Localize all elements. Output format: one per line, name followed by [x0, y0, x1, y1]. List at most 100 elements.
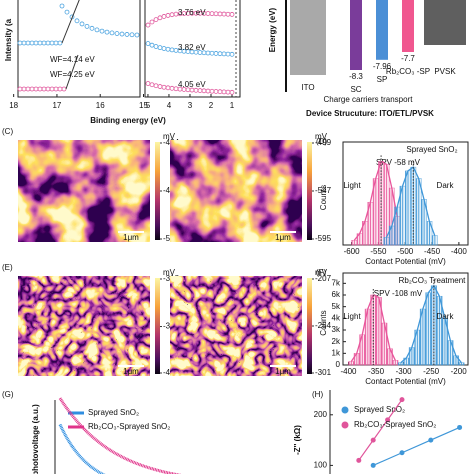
decay-curve — [58, 397, 182, 474]
y-axis-label: photovoltage (a.u.) — [31, 404, 40, 474]
legend-label: Rb₂CO₃-Sprayed SnO₂ — [354, 420, 436, 429]
layer-block — [290, 0, 326, 75]
kpfm-map — [18, 276, 150, 376]
y-tick-label: 200 — [314, 410, 328, 419]
bar — [383, 237, 390, 246]
y-tick-label: 7k — [332, 278, 341, 287]
bar — [415, 178, 422, 246]
fit-curve — [353, 160, 398, 241]
colorbar-tick-label: -301 — [315, 368, 332, 377]
panel-label: (D) — [316, 137, 327, 146]
layer-label: PVSK — [434, 67, 456, 76]
edge-fit — [61, 0, 80, 44]
spectrum-point — [153, 17, 159, 23]
annotation: 3.76 eV — [178, 8, 206, 17]
spectrum-point — [145, 22, 151, 28]
layer-label: SC — [350, 85, 361, 94]
energy-band — [402, 0, 414, 52]
bar — [397, 362, 404, 366]
edge-fit — [65, 54, 79, 90]
colorbar-tick-label: -547 — [315, 186, 332, 195]
y-tick-label: 2k — [332, 337, 341, 346]
chart-title: Sprayed SnO₂ — [406, 145, 457, 154]
x-tick-label: -250 — [423, 367, 440, 376]
y-tick-label: 0 — [336, 360, 341, 369]
legend-label: Rb₂CO₃-Sprayed SnO₂ — [88, 422, 170, 431]
y-tick-label: 5k — [332, 302, 341, 311]
x-tick-label: -300 — [396, 367, 413, 376]
spectrum-point — [89, 25, 95, 31]
y-axis-label: Intensity (a — [4, 18, 13, 61]
y-axis-label: Counts — [319, 310, 328, 335]
spectrum-point — [229, 12, 235, 17]
bar — [458, 362, 465, 366]
x-tick-label: 16 — [96, 101, 105, 110]
colorbar-tick-label: -254 — [315, 321, 332, 330]
x-tick-label: 18 — [9, 101, 18, 110]
y-axis-label: -Z'' (kΩ) — [293, 425, 302, 455]
panel-label: (C) — [2, 127, 13, 136]
colorbar-unit: mV — [315, 268, 328, 277]
x-tick-label: 15 — [139, 101, 148, 110]
x-tick-label: -400 — [451, 247, 468, 256]
scale-label: 1μm — [275, 367, 291, 376]
axis-frame — [144, 0, 241, 98]
fit-curve — [400, 284, 462, 364]
data-point — [457, 424, 463, 430]
annotation: WF=4.25 eV — [50, 70, 95, 79]
scale-label: 1μm — [275, 233, 291, 242]
colorbar — [155, 142, 160, 240]
bar — [351, 240, 358, 246]
spectrum-point — [64, 9, 70, 15]
y-axis-label: Energy (eV) — [268, 7, 277, 52]
legend-swatch — [341, 406, 349, 414]
caption: Device Strucuture: ITO/ETL/PVSK — [306, 109, 434, 118]
spectrum-point — [157, 15, 163, 21]
x-tick-label: -550 — [370, 247, 387, 256]
x-tick-label: -500 — [397, 247, 414, 256]
spectrum-point — [104, 29, 110, 35]
legend-label: Light — [343, 181, 361, 190]
legend-swatch — [341, 421, 349, 429]
fit-line — [372, 426, 460, 466]
annotation: WF=4.14 eV — [50, 55, 95, 64]
panel-label: (E) — [2, 263, 13, 272]
bar — [431, 235, 438, 246]
legend-label: Light — [343, 312, 361, 321]
energy-label: -8.3 — [349, 72, 363, 81]
colorbar-unit: mV — [315, 132, 328, 141]
chart-title: Rb₂CO₃ Treatment — [399, 276, 467, 285]
x-axis-label: Contact Potential (mV) — [365, 257, 446, 266]
colorbar — [307, 142, 312, 240]
spectrum-point — [114, 31, 120, 36]
spectrum-point — [94, 27, 100, 33]
colorbar-tick-label: -595 — [315, 234, 332, 243]
spectrum-point — [229, 89, 235, 95]
fit-curve — [385, 166, 436, 238]
panel-label: (F) — [316, 268, 327, 277]
legend-label: Sprayed SnO₂ — [88, 408, 139, 417]
x-tick-label: 5 — [146, 101, 151, 110]
spectrum-point — [229, 51, 235, 57]
x-tick-label: -200 — [451, 367, 468, 376]
spectrum-point — [79, 21, 85, 27]
x-tick-label: -600 — [344, 247, 361, 256]
x-tick-label: -400 — [340, 367, 357, 376]
axis-frame — [17, 0, 141, 98]
x-tick-label: 3 — [188, 101, 193, 110]
x-axis-label: Charge carriers transport — [324, 95, 414, 104]
data-point — [385, 417, 391, 423]
spectrum-point — [59, 3, 65, 9]
x-tick-label: -450 — [424, 247, 441, 256]
colorbar-unit: mV — [163, 268, 176, 277]
legend-label: Dark — [437, 181, 455, 190]
annotation: 3.82 eV — [178, 43, 206, 52]
layer-block — [424, 0, 466, 45]
spectrum-point — [124, 32, 130, 37]
x-axis-label: Contact Potential (mV) — [365, 377, 446, 386]
bar — [405, 170, 411, 246]
y-axis-label: Counts — [319, 185, 328, 210]
